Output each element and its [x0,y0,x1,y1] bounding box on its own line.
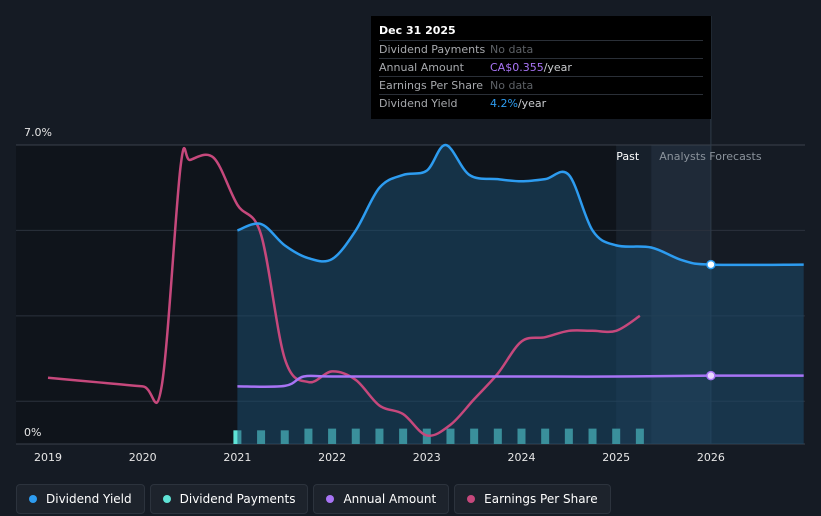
legend-earnings-per-share[interactable]: Earnings Per Share [454,484,611,514]
tooltip-row-earnings-per-share: Earnings Per Share No data [379,76,703,94]
dividend-yield-area [237,144,804,445]
tooltip-value: No data [490,43,534,56]
dividend-yield-line [236,143,804,267]
legend-dot-icon [29,495,37,503]
annual-amount-line [237,374,804,388]
legend-dividend-yield[interactable]: Dividend Yield [16,484,145,514]
tooltip-row-annual-amount: Annual Amount CA$0.355/year [379,58,703,76]
tooltip-label: Earnings Per Share [379,79,484,92]
tooltip-value: CA$0.355 [490,61,544,74]
legend-label: Annual Amount [343,492,437,506]
chart-tooltip: Dec 31 2025 Dividend Payments No data An… [371,16,711,119]
chart-legend: Dividend Yield Dividend Payments Annual … [16,484,611,514]
x-tick-label: 2024 [508,451,536,464]
tooltip-date: Dec 31 2025 [379,24,456,37]
dividend-yield-point [706,259,716,270]
past-label: Past [616,150,640,163]
legend-annual-amount[interactable]: Annual Amount [313,484,450,514]
y-tick-label: 7.0% [24,126,52,139]
annual-amount-point [706,370,716,381]
legend-label: Earnings Per Share [484,492,598,506]
x-tick-label: 2026 [697,451,725,464]
forecast-label: Analysts Forecasts [659,150,762,163]
x-tick-label: 2023 [413,451,441,464]
tooltip-value: No data [490,79,534,92]
tooltip-unit: /year [543,61,572,74]
legend-label: Dividend Yield [46,492,132,506]
tooltip-value: 4.2% [490,97,518,110]
y-tick-label: 0% [24,426,41,439]
tooltip-label: Dividend Yield [379,97,458,110]
tooltip-row-dividend-yield: Dividend Yield 4.2%/year [379,94,703,112]
legend-dot-icon [326,495,335,503]
earnings-per-share-line [47,146,641,438]
tooltip-unit: /year [517,97,547,110]
x-tick-label: 2020 [129,451,157,464]
x-tick-label: 2021 [223,451,251,464]
x-tick-label: 2025 [602,451,630,464]
tooltip-label: Annual Amount [379,61,464,74]
legend-dot-icon [467,495,476,503]
tooltip-row-dividend-payments: Dividend Payments No data [379,40,703,58]
x-tick-label: 2019 [34,451,62,464]
x-tick-label: 2022 [318,451,346,464]
legend-dividend-payments[interactable]: Dividend Payments [149,484,309,514]
tooltip-label: Dividend Payments [379,43,486,56]
legend-dot-icon [162,495,171,503]
legend-label: Dividend Payments [179,492,296,506]
